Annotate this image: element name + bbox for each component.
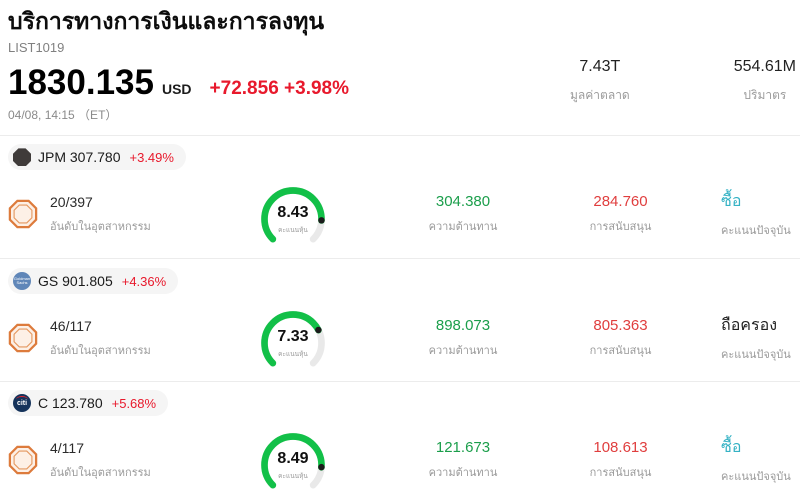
support-block: 108.613 การสนับสนุน	[548, 439, 693, 481]
header: บริการทางการเงินและการลงทุน LIST1019 183…	[0, 0, 800, 135]
stock-score-value: 8.43	[277, 204, 309, 222]
stock-change: +3.49%	[129, 149, 174, 165]
main-price: 1830.135	[8, 62, 154, 102]
stock-ticker-price: JPM 307.780	[38, 149, 121, 165]
stock-price: 307.780	[69, 149, 121, 166]
support-label: การสนับสนุน	[589, 467, 652, 480]
citi-arc-icon	[16, 396, 28, 403]
industry-rank-block: 46/117 อันดับในอุตสาหกรรม	[8, 318, 208, 359]
volume-value: 554.61M	[733, 58, 796, 75]
resistance-block: 121.673 ความต้านทาน	[378, 439, 548, 481]
market-cap-label: มูลค่าตลาด	[570, 88, 630, 102]
header-stats: 7.43T มูลค่าตลาด 554.61M ปริมาตร	[570, 58, 796, 105]
support-value: 805.363	[593, 317, 648, 335]
signal-block: ซื้อ คะแนนปัจจุบัน	[693, 189, 792, 239]
ticker: GS	[38, 273, 59, 290]
support-block: 805.363 การสนับสนุน	[548, 317, 693, 359]
ticker: C	[38, 395, 49, 412]
volume-label: ปริมาตร	[743, 88, 787, 102]
gauge-text: 8.43 คะแนนหุ้น	[255, 204, 331, 235]
signal-value: ถือครอง	[721, 317, 778, 335]
stock-price: 901.805	[62, 273, 113, 290]
stock-change: +5.68%	[111, 395, 157, 411]
score-gauge: 8.43 คะแนนหุ้น	[255, 181, 331, 247]
stock-pill-citi[interactable]: citi C 123.780 +5.68%	[8, 390, 169, 417]
signal-label: คะแนนปัจจุบัน	[721, 349, 791, 362]
citi-logo-icon: citi	[13, 394, 31, 413]
stock-ticker-price: GS 901.805	[38, 273, 113, 289]
stock-ticker-price: C 123.780	[38, 395, 103, 411]
industry-rank-label: อันดับในอุตสาหกรรม	[50, 466, 151, 479]
support-block: 284.760 การสนับสนุน	[548, 193, 693, 235]
ticker: JPM	[38, 149, 66, 166]
stock-score-value: 7.33	[277, 328, 309, 346]
score-gauge: 8.49 คะแนนหุ้น	[255, 427, 331, 493]
industry-rank-badge-icon	[8, 446, 38, 475]
citi-logo-text: citi	[16, 399, 28, 407]
market-cap-value: 7.43T	[579, 58, 621, 75]
signal-block: ซื้อ คะแนนปัจจุบัน	[693, 435, 792, 485]
support-label: การสนับสนุน	[589, 221, 652, 234]
support-value: 284.760	[593, 193, 648, 211]
industry-rank-block: 20/397 อันดับในอุตสาหกรรม	[8, 194, 208, 235]
page-title: บริการทางการเงินและการลงทุน	[8, 8, 325, 34]
stock-score-label: คะแนนหุ้น	[278, 227, 308, 235]
resistance-block: 304.380 ความต้านทาน	[378, 193, 548, 235]
gauge-arc	[261, 433, 325, 489]
gauge-arc	[261, 311, 325, 367]
resistance-value: 121.673	[435, 439, 491, 457]
score-gauge-col: 8.49 คะแนนหุ้น	[208, 427, 378, 493]
resistance-value: 304.380	[435, 193, 491, 211]
resistance-block: 898.073 ความต้านทาน	[378, 317, 548, 359]
market-cap-stat: 7.43T มูลค่าตลาด	[570, 58, 630, 105]
stock-details: 4/117 อันดับในอุตสาหกรรม 8.49 คะแนนหุ้น	[8, 424, 792, 496]
stock-price: 123.780	[52, 395, 103, 412]
industry-rank-value: 20/397	[50, 193, 93, 210]
stock-pill-jpm[interactable]: JPM 307.780 +3.49%	[8, 144, 186, 171]
stock-change: +4.36%	[121, 273, 167, 289]
signal-label: คะแนนปัจจุบัน	[721, 471, 791, 484]
score-gauge: 7.33 คะแนนหุ้น	[255, 305, 331, 371]
signal-block: ถือครอง คะแนนปัจจุบัน	[693, 313, 792, 363]
stock-details: 20/397 อันดับในอุตสาหกรรม 8.43 คะแนนหุ้น	[8, 178, 792, 250]
signal-label: คะแนนปัจจุบัน	[721, 225, 791, 238]
industry-rank-value: 4/117	[50, 439, 84, 456]
industry-rank-badge-icon	[8, 200, 38, 229]
main-price-change: +72.856 +3.98%	[209, 77, 350, 99]
list-id: LIST1019	[8, 39, 65, 55]
resistance-value: 898.073	[435, 317, 491, 335]
resistance-label: ความต้านทาน	[428, 467, 498, 480]
gs-logo-icon: Goldman Sachs	[13, 272, 31, 291]
stock-score-value: 8.49	[277, 450, 309, 468]
industry-rank-badge-icon	[8, 324, 38, 353]
signal-value: ซื้อ	[721, 193, 742, 211]
stock-score-label: คะแนนหุ้น	[278, 351, 308, 359]
stock-row-jpm[interactable]: JPM 307.780 +3.49% 20/397 อันดับในอุตสาห…	[0, 135, 800, 258]
stock-row-gs[interactable]: Goldman Sachs GS 901.805 +4.36% 46/117 อ…	[0, 258, 800, 381]
score-gauge-col: 8.43 คะแนนหุ้น	[208, 181, 378, 247]
gauge-arc	[261, 187, 325, 243]
stock-pill-gs[interactable]: Goldman Sachs GS 901.805 +4.36%	[8, 268, 179, 295]
support-label: การสนับสนุน	[589, 345, 652, 358]
jpm-logo-icon	[13, 148, 31, 167]
resistance-label: ความต้านทาน	[428, 221, 498, 234]
industry-rank-label: อันดับในอุตสาหกรรม	[50, 220, 151, 233]
quote-datetime: 04/08, 14:15 （ET）	[8, 108, 118, 123]
industry-rank-label: อันดับในอุตสาหกรรม	[50, 344, 151, 357]
gauge-text: 7.33 คะแนนหุ้น	[255, 328, 331, 359]
signal-value: ซื้อ	[721, 439, 742, 457]
gauge-text: 8.49 คะแนนหุ้น	[255, 450, 331, 481]
stock-details: 46/117 อันดับในอุตสาหกรรม 7.33 คะแนนหุ้น	[8, 302, 792, 374]
stock-score-label: คะแนนหุ้น	[278, 473, 308, 481]
industry-rank-block: 4/117 อันดับในอุตสาหกรรม	[8, 440, 208, 481]
volume-stat: 554.61M ปริมาตร	[734, 58, 796, 105]
industry-rank-value: 46/117	[50, 317, 92, 334]
stock-row-citi[interactable]: citi C 123.780 +5.68% 4/117 อันดับในอุตส…	[0, 381, 800, 504]
support-value: 108.613	[593, 439, 648, 457]
price-line: 1830.135 USD +72.856 +3.98%	[8, 62, 792, 102]
resistance-label: ความต้านทาน	[428, 345, 498, 358]
score-gauge-col: 7.33 คะแนนหุ้น	[208, 305, 378, 371]
currency-label: USD	[161, 80, 192, 97]
